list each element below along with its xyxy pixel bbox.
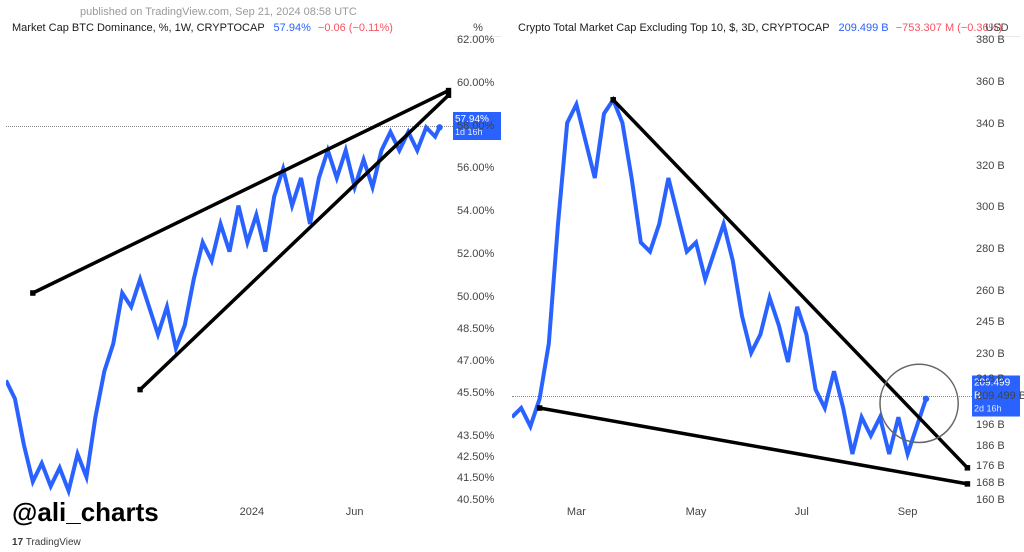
xtick: Jul bbox=[795, 506, 809, 518]
trend-line bbox=[540, 408, 968, 484]
ytick: 52.00% bbox=[457, 248, 494, 260]
xtick: Sep bbox=[898, 506, 918, 518]
ytick: 58.00% bbox=[457, 120, 494, 132]
ytick: 380 B bbox=[976, 34, 1005, 46]
left-plot[interactable] bbox=[6, 40, 453, 500]
page: published on TradingView.com, Sep 21, 20… bbox=[0, 0, 1024, 552]
ytick: 54.00% bbox=[457, 205, 494, 217]
trend-line bbox=[613, 100, 967, 468]
published-text: published on TradingView.com, Sep 21, 20… bbox=[80, 6, 357, 18]
ytick: 62.00% bbox=[457, 34, 494, 46]
tv-icon: 17 bbox=[12, 537, 23, 548]
ytick: 176 B bbox=[976, 460, 1005, 472]
ytick: 260 B bbox=[976, 285, 1005, 297]
trend-handle bbox=[446, 92, 451, 98]
left-panel: Market Cap BTC Dominance, %, 1W, CRYPTOC… bbox=[6, 22, 501, 520]
trend-handle bbox=[30, 290, 35, 296]
left-yaxis: 62.00%60.00%58.00%56.00%54.00%52.00%50.0… bbox=[453, 40, 501, 500]
ytick: 160 B bbox=[976, 494, 1005, 506]
ytick: 168 B bbox=[976, 477, 1005, 489]
trend-line bbox=[140, 95, 448, 389]
ytick: 209.499 B bbox=[976, 390, 1024, 402]
ytick: 280 B bbox=[976, 243, 1005, 255]
ytick: 340 B bbox=[976, 118, 1005, 130]
trend-line bbox=[33, 91, 449, 293]
tradingview-mark: 17 TradingView bbox=[12, 537, 81, 548]
highlight-circle bbox=[880, 364, 958, 442]
ytick: 43.50% bbox=[457, 430, 494, 442]
ytick: 218 B bbox=[976, 373, 1005, 385]
ytick: 47.00% bbox=[457, 355, 494, 367]
right-title: Crypto Total Market Cap Excluding Top 10… bbox=[518, 22, 829, 34]
ytick: 320 B bbox=[976, 160, 1005, 172]
right-value: 209.499 B bbox=[838, 22, 888, 34]
xtick: Jun bbox=[346, 506, 364, 518]
left-value: 57.94% bbox=[274, 22, 311, 34]
ytick: 300 B bbox=[976, 201, 1005, 213]
right-panel: Crypto Total Market Cap Excluding Top 10… bbox=[512, 22, 1020, 520]
right-title-row: Crypto Total Market Cap Excluding Top 10… bbox=[518, 22, 1020, 34]
ytick: 45.50% bbox=[457, 387, 494, 399]
left-title-row: Market Cap BTC Dominance, %, 1W, CRYPTOC… bbox=[12, 22, 501, 34]
right-chart-svg bbox=[512, 40, 972, 500]
right-xaxis: Mar May Jul Sep bbox=[512, 502, 972, 518]
ytick: 50.00% bbox=[457, 291, 494, 303]
ytick: 230 B bbox=[976, 348, 1005, 360]
right-plot[interactable] bbox=[512, 40, 972, 500]
xtick: Mar bbox=[567, 506, 586, 518]
ytick: 42.50% bbox=[457, 451, 494, 463]
ytick: 56.00% bbox=[457, 162, 494, 174]
ytick: 41.50% bbox=[457, 472, 494, 484]
ytick: 360 B bbox=[976, 76, 1005, 88]
ytick: 245 B bbox=[976, 316, 1005, 328]
ytick: 196 B bbox=[976, 419, 1005, 431]
trend-handle bbox=[965, 465, 971, 471]
endpoint-dot bbox=[923, 396, 929, 402]
left-delta: −0.06 (−0.11%) bbox=[318, 22, 393, 34]
ytick: 48.50% bbox=[457, 323, 494, 335]
ytick: 186 B bbox=[976, 440, 1005, 452]
right-yaxis: 380 B360 B340 B320 B300 B280 B260 B245 B… bbox=[972, 40, 1020, 500]
xtick: 2024 bbox=[240, 506, 264, 518]
price-line bbox=[512, 100, 926, 454]
left-title: Market Cap BTC Dominance, %, 1W, CRYPTOC… bbox=[12, 22, 264, 34]
ytick: 60.00% bbox=[457, 77, 494, 89]
left-chart-svg bbox=[6, 40, 453, 500]
xtick: May bbox=[686, 506, 707, 518]
trend-handle bbox=[137, 387, 142, 393]
watermark: @ali_charts bbox=[12, 497, 159, 528]
tv-text: TradingView bbox=[23, 537, 81, 548]
ytick: 40.50% bbox=[457, 494, 494, 506]
trend-handle bbox=[610, 97, 616, 103]
trend-handle bbox=[537, 405, 543, 411]
endpoint-dot bbox=[436, 124, 442, 130]
trend-handle bbox=[965, 481, 971, 487]
